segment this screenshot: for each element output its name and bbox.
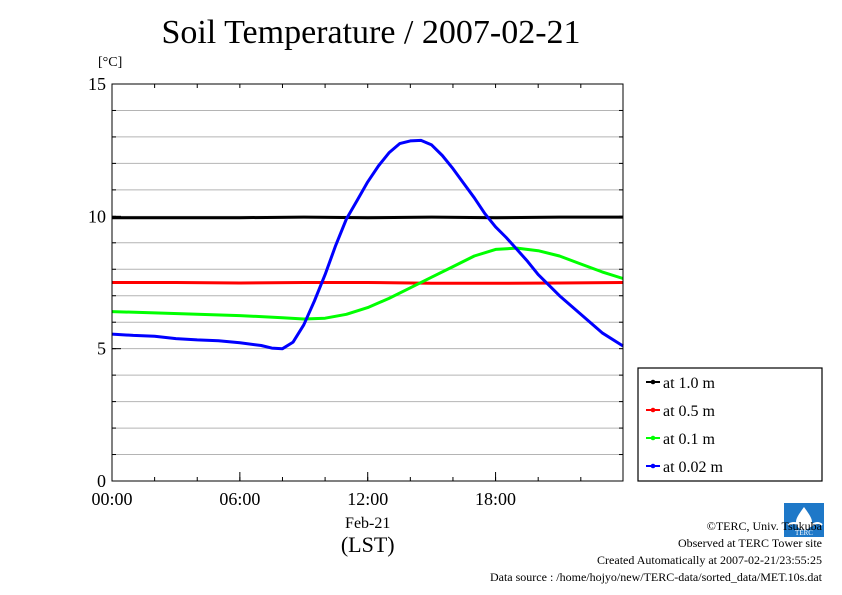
- site-text: Observed at TERC Tower site: [677, 536, 822, 550]
- x-tick-label: 12:00: [347, 489, 388, 509]
- x-tick-label: 06:00: [219, 489, 260, 509]
- legend-label: at 0.1 m: [663, 431, 716, 448]
- series-line: [111, 138, 624, 351]
- legend-marker: [650, 463, 656, 469]
- x-tick-label: 18:00: [475, 489, 516, 509]
- series-line: [112, 281, 624, 285]
- legend-marker: [650, 379, 656, 385]
- logo-text: TERC: [795, 529, 813, 537]
- legend-label: at 1.0 m: [663, 375, 716, 392]
- terc-logo: TERC: [784, 503, 824, 537]
- y-tick-label: 5: [97, 339, 106, 359]
- x-tick-label: 00:00: [91, 489, 132, 509]
- copyright-text: ©TERC, Univ. Tsukuba: [706, 519, 822, 533]
- chart-title: Soil Temperature / 2007-02-21: [161, 14, 581, 51]
- created-text: Created Automatically at 2007-02-21/23:5…: [597, 553, 822, 567]
- series-line: [112, 215, 623, 220]
- source-text: Data source : /home/hojyo/new/TERC-data/…: [489, 570, 822, 584]
- y-axis-unit: [°C]: [98, 55, 123, 70]
- legend-label: at 0.5 m: [663, 403, 716, 420]
- y-tick-label: 10: [88, 206, 106, 226]
- legend-marker: [650, 407, 656, 413]
- series-line: [111, 246, 624, 321]
- x-axis-label: (LST): [341, 532, 395, 557]
- y-tick-label: 15: [88, 74, 106, 94]
- credits: ©TERC, Univ. Tsukuba Observed at TERC To…: [490, 518, 822, 586]
- legend: [637, 367, 823, 482]
- legend-marker: [650, 435, 656, 441]
- x-date-label: Feb-21: [345, 515, 390, 532]
- y-tick-label: 0: [97, 471, 106, 491]
- legend-label: at 0.02 m: [663, 459, 724, 476]
